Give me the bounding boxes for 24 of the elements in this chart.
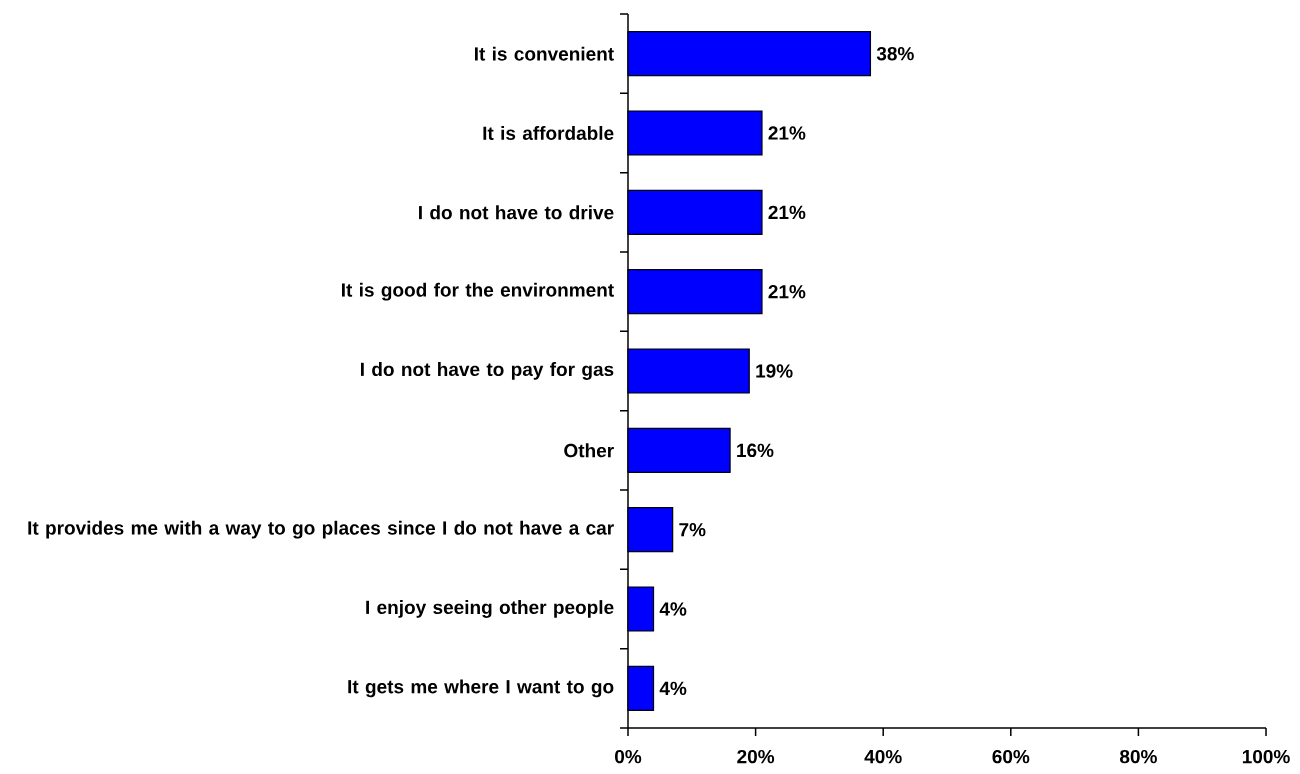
y-tick-label: I do not have to pay for gas [360,362,614,380]
data-label: 16% [737,443,774,458]
x-tick-label: 80% [1120,749,1157,764]
y-tick-label: It gets me where I want to go [348,679,614,698]
data-label: 21% [768,205,806,220]
y-tick-label: Other [564,443,614,458]
y-tick-label: It is good for the environment [342,282,614,301]
x-tick-label: 20% [737,749,775,764]
y-tick-label: I enjoy seeing other people [366,600,614,618]
y-tick-label: It is affordable [483,126,614,140]
y-tick-label: I do not have to drive [419,205,614,220]
data-label: 21% [768,284,806,299]
data-label: 4% [659,681,687,696]
y-tick-label: It is convenient [474,46,614,61]
data-label: 4% [659,602,687,616]
data-label: 19% [756,364,793,378]
x-tick-label: 40% [864,749,902,764]
data-label: 38% [876,46,914,61]
data-label: 7% [679,522,706,537]
x-tick-label: 0% [615,749,642,764]
data-label: 21% [768,126,806,140]
x-tick-label: 60% [992,749,1030,764]
y-tick-label: It provides me with a way to go places since I do not have a car [28,520,614,539]
x-tick-label: 100% [1242,749,1290,764]
